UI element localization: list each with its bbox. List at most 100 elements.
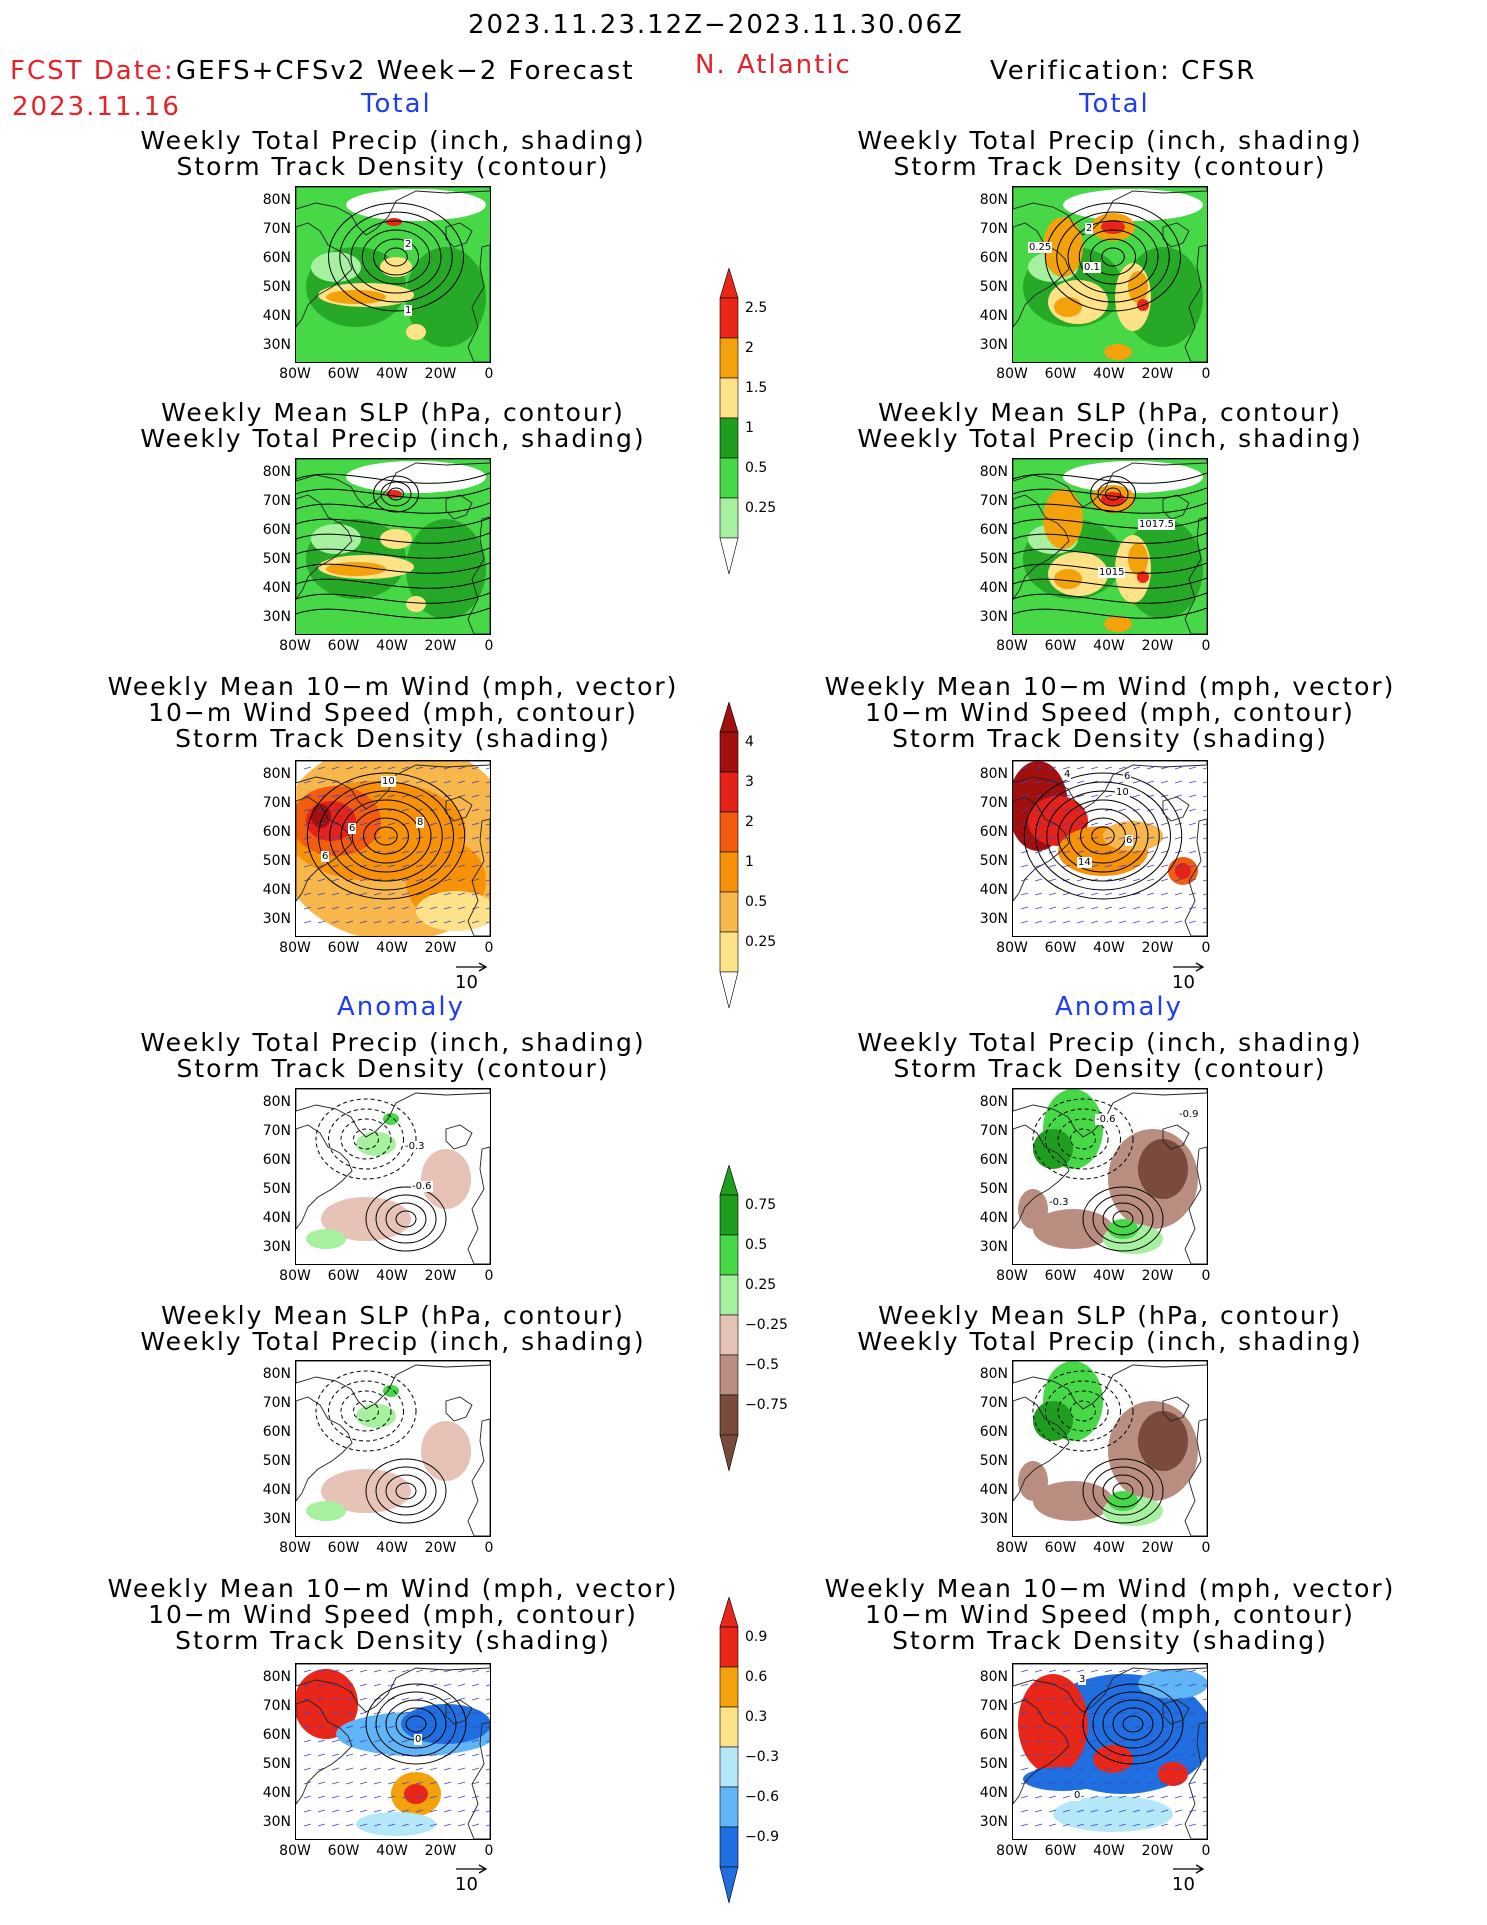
lon-tick-label: 40W xyxy=(376,1540,408,1556)
colorbar-tick-label: 2 xyxy=(745,814,754,830)
contour-label: 4 xyxy=(1063,769,1072,780)
lat-tick-label: 80N xyxy=(262,192,291,208)
lon-tick-label: 20W xyxy=(424,940,457,956)
lat-tick-label: 80N xyxy=(262,1094,291,1110)
contour-label: 1017.5 xyxy=(1138,519,1175,530)
lon-tick-label: 40W xyxy=(1093,1843,1125,1859)
lon-tick-label: 60W xyxy=(1044,940,1077,956)
lon-tick-label: 20W xyxy=(1141,1843,1174,1859)
lat-tick-label: 60N xyxy=(262,522,291,538)
lat-tick-label: 50N xyxy=(262,279,291,295)
lat-tick-label: 30N xyxy=(979,1511,1008,1527)
contour-label: -0.6 xyxy=(411,1181,433,1192)
lon-tick-label: 40W xyxy=(376,366,408,382)
map-panel-fr1: 2 0.25 0.1 xyxy=(1012,186,1208,363)
fcst-date-label: FCST Date: xyxy=(10,56,175,86)
lon-tick-label: 40W xyxy=(1093,366,1125,382)
region-label: N. Atlantic xyxy=(695,50,852,80)
lat-tick-label: 70N xyxy=(262,221,291,237)
lon-tick-label: 0 xyxy=(1201,1843,1211,1859)
title-total-precip-right: Weekly Total Precip (inch, shading) Storm… xyxy=(857,126,1363,181)
colorbar-tick-label: 0.3 xyxy=(745,1709,768,1725)
lat-tick-label: 80N xyxy=(262,464,291,480)
title-anom-precip-right: Weekly Total Precip (inch, shading) Storm… xyxy=(857,1028,1363,1083)
colorbar-tick-label: −0.3 xyxy=(745,1749,779,1765)
lon-tick-label: 60W xyxy=(327,366,360,382)
lat-tick-label: 50N xyxy=(262,1453,291,1469)
contour-label: 6 xyxy=(1125,835,1134,846)
lat-tick-label: 80N xyxy=(979,1094,1008,1110)
colorbar-tick-label: 0.5 xyxy=(745,460,768,476)
lon-tick-label: 60W xyxy=(327,940,360,956)
lon-tick-label: 20W xyxy=(424,366,457,382)
lon-tick-label: 60W xyxy=(1044,1843,1077,1859)
lon-tick-label: 80W xyxy=(996,1843,1028,1859)
lon-tick-label: 0 xyxy=(484,638,494,654)
lon-tick-label: 0 xyxy=(1201,1268,1211,1284)
lat-tick-label: 80N xyxy=(979,464,1008,480)
vector-reference-total-left: 10 xyxy=(455,962,489,993)
lat-tick-label: 40N xyxy=(979,1785,1008,1801)
lon-tick-label: 60W xyxy=(327,1540,360,1556)
lat-tick-label: 70N xyxy=(262,1395,291,1411)
lon-tick-label: 0 xyxy=(484,940,494,956)
contour-label: 10 xyxy=(1115,787,1130,798)
title-total-wind-right: Weekly Mean 10−m Wind (mph, vector) 10−m … xyxy=(824,672,1396,753)
forecast-period: 2023.11.23.12Z−2023.11.30.06Z xyxy=(468,10,964,40)
lon-tick-label: 20W xyxy=(1141,638,1174,654)
fcst-date-value: 2023.11.16 xyxy=(12,92,181,122)
section-total-right: Total xyxy=(1079,89,1150,119)
lat-tick-label: 50N xyxy=(979,1756,1008,1772)
lat-tick-label: 30N xyxy=(979,337,1008,353)
lat-tick-label: 50N xyxy=(262,1181,291,1197)
lat-tick-label: 30N xyxy=(979,911,1008,927)
contour-label: 8 xyxy=(416,817,425,828)
lon-tick-label: 20W xyxy=(424,638,457,654)
contour-label: 6 xyxy=(1123,771,1132,782)
lat-tick-label: 60N xyxy=(262,250,291,266)
lat-tick-label: 30N xyxy=(262,1511,291,1527)
lon-tick-label: 60W xyxy=(1044,366,1077,382)
contour-label: 2 xyxy=(404,239,413,250)
colorbar-tick-label: 1 xyxy=(745,854,754,870)
lat-tick-label: 40N xyxy=(979,580,1008,596)
lat-tick-label: 40N xyxy=(262,1785,291,1801)
lon-tick-label: 80W xyxy=(996,366,1028,382)
lon-tick-label: 0 xyxy=(484,366,494,382)
lon-tick-label: 80W xyxy=(996,1268,1028,1284)
map-panel-ar2 xyxy=(1012,1360,1208,1537)
colorbar-tick-label: 0.25 xyxy=(745,500,777,516)
lon-tick-label: 80W xyxy=(279,1268,311,1284)
lat-tick-label: 80N xyxy=(979,1366,1008,1382)
lon-tick-label: 40W xyxy=(1093,940,1125,956)
map-panel-fr3: 4 6 10 6 14 xyxy=(1012,760,1208,937)
title-anom-slp-right: Weekly Mean SLP (hPa, contour) Weekly Tot… xyxy=(857,1301,1363,1356)
lat-tick-label: 70N xyxy=(979,1123,1008,1139)
map-panel-fr2: 1017.5 1015 xyxy=(1012,458,1208,635)
colorbar-tick-label: 2.5 xyxy=(745,300,768,316)
lat-tick-label: 70N xyxy=(979,1698,1008,1714)
contour-label: -0.3 xyxy=(404,1141,426,1152)
model-label: GEFS+CFSv2 Week−2 Forecast xyxy=(176,56,635,86)
lon-tick-label: 60W xyxy=(1044,1268,1077,1284)
lat-tick-label: 40N xyxy=(979,882,1008,898)
contour-label: 1 xyxy=(404,305,413,316)
colorbar-tick-label: 0.75 xyxy=(745,1197,777,1213)
lon-tick-label: 0 xyxy=(1201,366,1211,382)
contour-label: 14 xyxy=(1077,857,1092,868)
lon-tick-label: 60W xyxy=(327,1268,360,1284)
contour-label: 10 xyxy=(381,776,396,787)
lon-tick-label: 40W xyxy=(1093,638,1125,654)
lat-tick-label: 80N xyxy=(979,1669,1008,1685)
contour-label: 0.25 xyxy=(1028,242,1053,253)
contour-label: 2 xyxy=(1085,223,1094,234)
lon-tick-label: 40W xyxy=(376,638,408,654)
lat-tick-label: 60N xyxy=(979,1727,1008,1743)
colorbar-tick-label: −0.25 xyxy=(745,1317,788,1333)
section-total-left: Total xyxy=(361,89,432,119)
lon-tick-label: 0 xyxy=(484,1540,494,1556)
lat-tick-label: 40N xyxy=(979,1210,1008,1226)
lat-tick-label: 60N xyxy=(979,824,1008,840)
lat-tick-label: 70N xyxy=(262,795,291,811)
title-anom-wind-right: Weekly Mean 10−m Wind (mph, vector) 10−m … xyxy=(824,1574,1396,1655)
